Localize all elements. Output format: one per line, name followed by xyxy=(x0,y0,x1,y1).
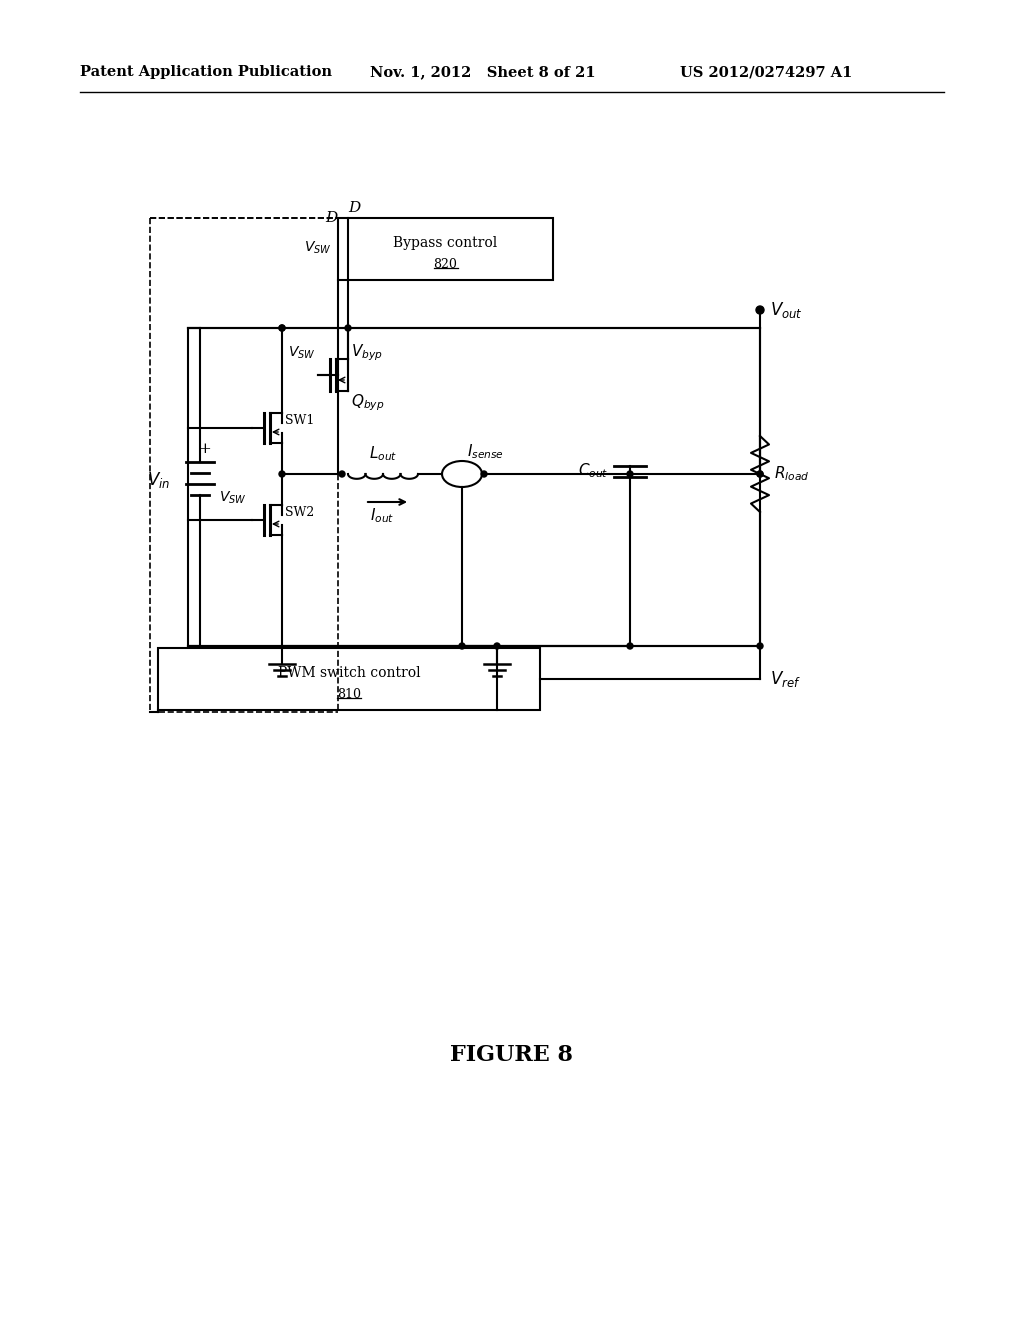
Circle shape xyxy=(757,643,763,649)
Text: SW1: SW1 xyxy=(285,413,314,426)
Text: +: + xyxy=(199,442,211,455)
Text: Nov. 1, 2012   Sheet 8 of 21: Nov. 1, 2012 Sheet 8 of 21 xyxy=(370,65,596,79)
Text: US 2012/0274297 A1: US 2012/0274297 A1 xyxy=(680,65,852,79)
Text: $L_{out}$: $L_{out}$ xyxy=(369,445,397,463)
Bar xyxy=(338,218,553,280)
Text: 810: 810 xyxy=(337,688,361,701)
Text: $V_{ref}$: $V_{ref}$ xyxy=(770,669,801,689)
Text: FIGURE 8: FIGURE 8 xyxy=(451,1044,573,1067)
Text: SW2: SW2 xyxy=(285,506,314,519)
Circle shape xyxy=(494,643,500,649)
Text: 820: 820 xyxy=(433,257,458,271)
Circle shape xyxy=(757,471,763,477)
Text: $V_{out}$: $V_{out}$ xyxy=(770,300,803,319)
Text: D: D xyxy=(348,201,360,215)
Text: $V_{byp}$: $V_{byp}$ xyxy=(351,343,383,363)
Circle shape xyxy=(459,643,465,649)
Text: $V_{in}$: $V_{in}$ xyxy=(146,470,170,490)
Bar xyxy=(188,327,760,645)
Text: D: D xyxy=(325,211,337,224)
Bar xyxy=(158,648,540,710)
Text: $V_{SW}$: $V_{SW}$ xyxy=(304,240,332,256)
Text: $Q_{byp}$: $Q_{byp}$ xyxy=(351,393,384,413)
Circle shape xyxy=(339,471,345,477)
Circle shape xyxy=(279,325,285,331)
Text: $I_{out}$: $I_{out}$ xyxy=(370,507,394,525)
Text: PWM switch control: PWM switch control xyxy=(278,667,420,680)
Text: $R_{load}$: $R_{load}$ xyxy=(774,465,809,483)
Text: $I_{sense}$: $I_{sense}$ xyxy=(467,442,504,462)
Circle shape xyxy=(481,471,487,477)
Circle shape xyxy=(279,325,285,331)
Circle shape xyxy=(279,471,285,477)
Circle shape xyxy=(756,306,764,314)
Text: Bypass control: Bypass control xyxy=(393,236,498,249)
Text: $V_{SW}$: $V_{SW}$ xyxy=(289,345,316,362)
Circle shape xyxy=(627,471,633,477)
Circle shape xyxy=(757,471,763,477)
Text: Patent Application Publication: Patent Application Publication xyxy=(80,65,332,79)
Text: $C_{out}$: $C_{out}$ xyxy=(578,462,608,480)
Circle shape xyxy=(345,325,351,331)
Circle shape xyxy=(627,643,633,649)
Text: $V_{SW}$: $V_{SW}$ xyxy=(219,490,247,506)
